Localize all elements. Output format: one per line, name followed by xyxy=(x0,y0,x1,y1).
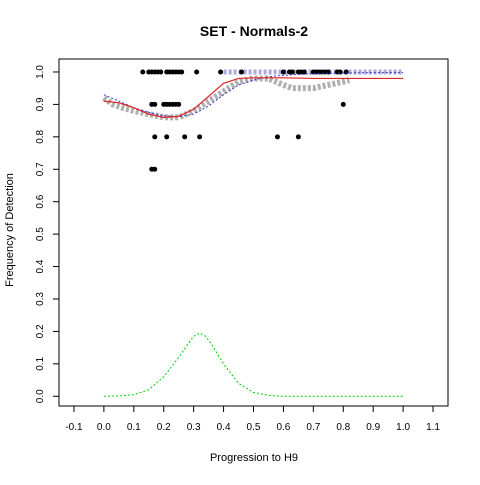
data-point xyxy=(152,166,158,172)
plot-layer xyxy=(102,69,404,397)
y-tick-label: 0.3 xyxy=(35,292,46,306)
y-tick-label: 0.7 xyxy=(35,162,46,176)
x-tick-label: 0.5 xyxy=(247,422,261,433)
data-point xyxy=(140,69,146,75)
data-point xyxy=(274,134,280,140)
series-green-curve xyxy=(103,332,404,397)
data-point xyxy=(337,69,343,75)
x-tick-label: 0.2 xyxy=(157,422,171,433)
y-axis-ticks: 0.0 0.1 0.2 0.3 0.4 0.5 0.6 0.7 0.8 0.9 1.0 xyxy=(35,65,59,403)
data-point xyxy=(289,69,295,75)
data-point xyxy=(280,69,286,75)
y-tick-label: 0.4 xyxy=(35,259,46,273)
data-point xyxy=(179,69,185,75)
x-tick-label: -0.1 xyxy=(65,422,83,433)
data-point-outlier xyxy=(340,101,346,107)
y-tick-label: 0.0 xyxy=(35,389,46,403)
data-point xyxy=(239,69,245,75)
data-point xyxy=(343,69,349,75)
x-tick-label: 1.0 xyxy=(396,422,410,433)
x-tick-label: 0.9 xyxy=(366,422,380,433)
data-point xyxy=(182,134,188,140)
y-tick-label: 0.6 xyxy=(35,194,46,208)
data-point xyxy=(152,101,158,107)
x-tick-label: 0.7 xyxy=(306,422,320,433)
chart-title: SET - Normals-2 xyxy=(200,23,308,39)
x-tick-label: 1.1 xyxy=(426,422,440,433)
y-tick-label: 0.2 xyxy=(35,324,46,338)
y-tick-label: 1.0 xyxy=(35,65,46,79)
series-red-curve xyxy=(103,77,404,118)
x-tick-label: 0.1 xyxy=(127,422,141,433)
series-blue-curve xyxy=(103,72,404,118)
y-tick-label: 0.8 xyxy=(35,129,46,143)
data-point xyxy=(176,101,182,107)
data-point xyxy=(295,134,301,140)
data-point xyxy=(164,134,170,140)
data-point xyxy=(197,134,203,140)
y-axis-label: Frequency of Detection xyxy=(4,173,16,287)
y-tick-label: 0.5 xyxy=(35,227,46,241)
x-axis-ticks: -0.1 0.0 0.1 0.2 0.3 0.4 0.5 0.6 0.7 0.8 0.9 1.0 1.1 xyxy=(65,406,440,433)
data-point xyxy=(301,69,307,75)
x-axis-label: Progression to H9 xyxy=(210,452,298,464)
x-tick-label: 0.6 xyxy=(276,422,290,433)
data-point xyxy=(194,69,200,75)
y-tick-label: 0.1 xyxy=(35,356,46,370)
data-point xyxy=(158,69,164,75)
x-tick-label: 0.0 xyxy=(97,422,111,433)
y-tick-label: 0.9 xyxy=(35,97,46,111)
x-tick-label: 0.4 xyxy=(217,422,231,433)
series-gray-band xyxy=(102,75,351,121)
data-point xyxy=(218,69,224,75)
x-tick-label: 0.8 xyxy=(336,422,350,433)
data-point xyxy=(152,134,158,140)
x-tick-label: 0.3 xyxy=(187,422,201,433)
